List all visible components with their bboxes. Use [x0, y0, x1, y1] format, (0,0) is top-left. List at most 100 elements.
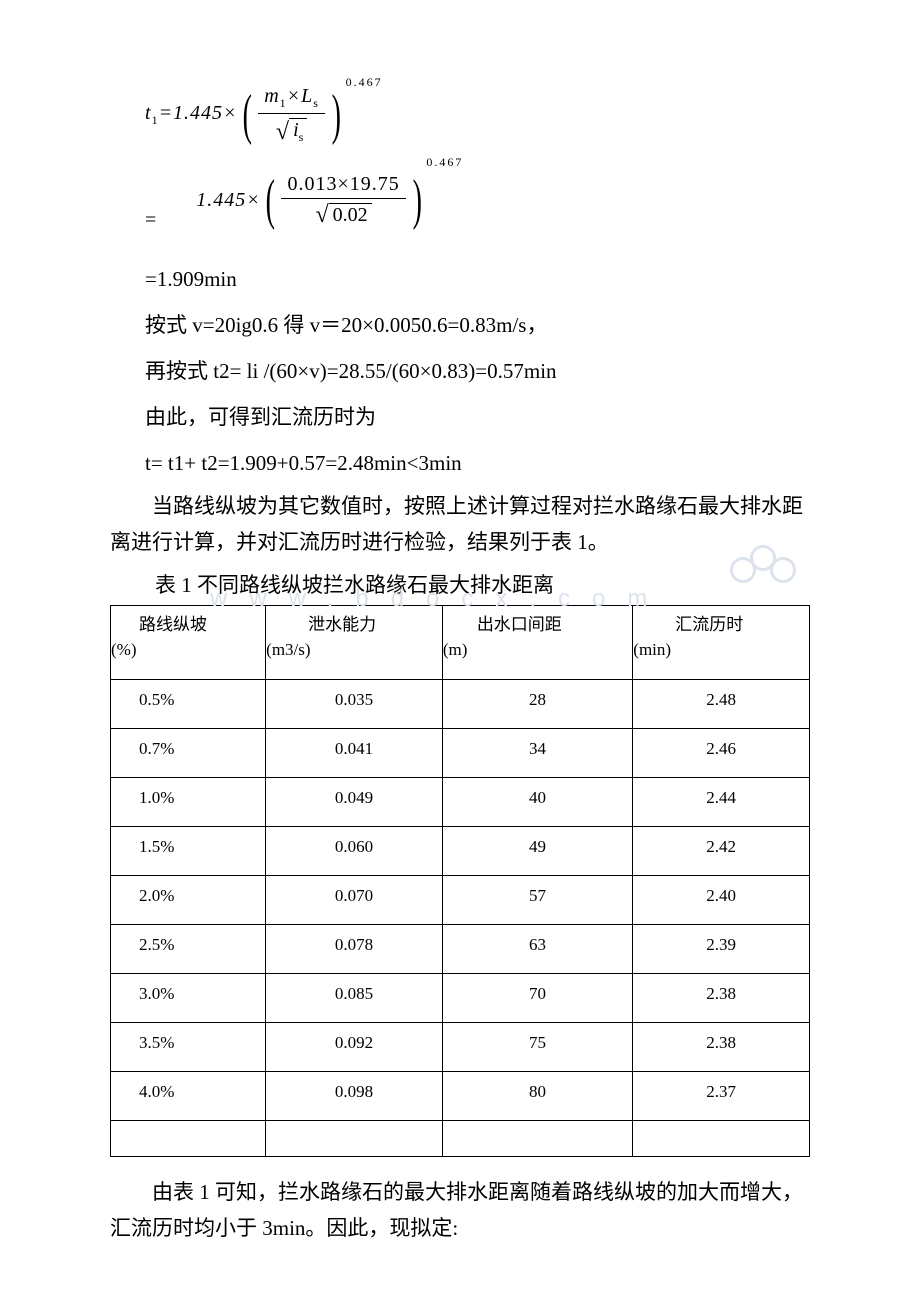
- exponent-2: 0.467: [426, 155, 463, 170]
- table-cell: 2.44: [633, 777, 810, 826]
- calc-line-v: 按式 v=20ig0.6 得 v＝20×0.0050.6=0.83m/s，: [145, 306, 810, 346]
- table-cell: 2.46: [633, 728, 810, 777]
- sqrt-1: √ is: [276, 118, 307, 145]
- frac-den-1: √ is: [270, 114, 313, 145]
- sqrt-2: √ 0.02: [315, 203, 371, 227]
- table-cell: 2.39: [633, 924, 810, 973]
- table-cell: 2.48: [633, 679, 810, 728]
- header-unit: (%): [111, 640, 136, 659]
- table-cell: 2.38: [633, 1022, 810, 1071]
- header-text: 路线纵坡: [129, 615, 207, 634]
- frac-num-2: 0.013×19.75: [281, 173, 405, 199]
- header-unit: (m): [443, 640, 468, 659]
- paren-right-2: ): [412, 172, 421, 228]
- table-cell: 75: [442, 1022, 632, 1071]
- table-cell: 1.0%: [111, 777, 266, 826]
- table-cell: 28: [442, 679, 632, 728]
- sqrt-symbol: √: [276, 120, 289, 144]
- table-cell: 34: [442, 728, 632, 777]
- sub-Ls: s: [313, 96, 319, 110]
- calc-line-conclusion: 由此，可得到汇流历时为: [145, 398, 810, 438]
- var-L: L: [301, 85, 313, 107]
- calc-line-t2: 再按式 t2= li /(60×v)=28.55/(60×0.83)=0.57m…: [145, 352, 810, 392]
- paragraph-2: 由表 1 可知，拦水路缘石的最大排水距离随着路线纵坡的加大而增大，汇流历时均小于…: [110, 1175, 810, 1246]
- table-row: 2.0%0.070572.40: [111, 875, 810, 924]
- eq-sign: =: [145, 209, 156, 232]
- table-row: 3.5%0.092752.38: [111, 1022, 810, 1071]
- data-table: 路线纵坡 (%) 泄水能力 (m3/s) 出水口间距 (m) 汇流历时 (min…: [110, 605, 810, 1157]
- col-header-time: 汇流历时 (min): [633, 605, 810, 679]
- paren-left: (: [242, 87, 251, 143]
- formula-block: t1=1.445× ( m1×Ls √ is ) 0.467 = 1.445× …: [145, 80, 810, 240]
- table-title: 表 1 不同路线纵坡拦水路缘石最大排水距离: [155, 569, 810, 599]
- table-cell: 3.0%: [111, 973, 266, 1022]
- table-cell: 0.070: [266, 875, 443, 924]
- table-cell: 80: [442, 1071, 632, 1120]
- table-cell: 1.5%: [111, 826, 266, 875]
- col-header-slope: 路线纵坡 (%): [111, 605, 266, 679]
- table-cell: 40: [442, 777, 632, 826]
- sub-m1: 1: [280, 96, 287, 110]
- frac-den-2: √ 0.02: [309, 199, 377, 227]
- table-row: 4.0%0.098802.37: [111, 1071, 810, 1120]
- table-cell-empty: [111, 1120, 266, 1156]
- table-row: 2.5%0.078632.39: [111, 924, 810, 973]
- fraction-2: 0.013×19.75 √ 0.02: [281, 173, 405, 227]
- table-cell: 70: [442, 973, 632, 1022]
- sqrt-content-2: 0.02: [329, 203, 372, 227]
- formula-line-1: t1=1.445× ( m1×Ls √ is ) 0.467: [145, 80, 810, 150]
- frac-num-1: m1×Ls: [258, 85, 325, 114]
- sub-1: 1: [152, 113, 159, 127]
- table-cell: 0.078: [266, 924, 443, 973]
- table-cell: 2.42: [633, 826, 810, 875]
- col-header-capacity: 泄水能力 (m3/s): [266, 605, 443, 679]
- table-body: 0.5%0.035282.480.7%0.041342.461.0%0.0494…: [111, 679, 810, 1156]
- table-cell: 0.5%: [111, 679, 266, 728]
- table-row: 1.5%0.060492.42: [111, 826, 810, 875]
- header-unit: (m3/s): [266, 640, 310, 659]
- table-cell: 3.5%: [111, 1022, 266, 1071]
- table-cell-empty: [442, 1120, 632, 1156]
- table-cell: 0.041: [266, 728, 443, 777]
- fraction-1: m1×Ls √ is: [258, 85, 325, 145]
- calc-line-t: t= t1+ t2=1.909+0.57=2.48min<3min: [145, 444, 810, 484]
- table-row: 3.0%0.085702.38: [111, 973, 810, 1022]
- paragraph-1: 当路线纵坡为其它数值时，按照上述计算过程对拦水路缘石最大排水距离进行计算，并对汇…: [110, 489, 810, 560]
- header-unit: (min): [633, 640, 671, 659]
- table-cell: 0.049: [266, 777, 443, 826]
- table-cell: 63: [442, 924, 632, 973]
- paren-right: ): [332, 87, 341, 143]
- table-cell: 2.38: [633, 973, 810, 1022]
- table-cell: 2.0%: [111, 875, 266, 924]
- exponent-1: 0.467: [346, 75, 383, 90]
- formula-t1: t1=1.445×: [145, 102, 238, 128]
- header-text: 泄水能力: [284, 615, 376, 634]
- sqrt-symbol-2: √: [315, 203, 328, 227]
- table-row: 1.0%0.049402.44: [111, 777, 810, 826]
- table-cell: 57: [442, 875, 632, 924]
- table-cell: 2.40: [633, 875, 810, 924]
- table-cell-empty: [266, 1120, 443, 1156]
- header-text: 汇流历时: [651, 615, 743, 634]
- table-row: 0.5%0.035282.48: [111, 679, 810, 728]
- table-cell-empty: [633, 1120, 810, 1156]
- coef-2: 1.445×: [196, 189, 261, 212]
- table-cell: 0.085: [266, 973, 443, 1022]
- table-cell: 2.37: [633, 1071, 810, 1120]
- times-sym: ×: [287, 85, 302, 107]
- table-cell: 49: [442, 826, 632, 875]
- result-line-1: =1.909min: [145, 260, 810, 300]
- header-text: 出水口间距: [461, 615, 562, 634]
- table-row: 0.7%0.041342.46: [111, 728, 810, 777]
- table-cell: 4.0%: [111, 1071, 266, 1120]
- sqrt-content-1: is: [289, 118, 307, 145]
- paren-left-2: (: [265, 172, 274, 228]
- table-cell: 0.035: [266, 679, 443, 728]
- table-cell: 2.5%: [111, 924, 266, 973]
- sub-is: s: [299, 130, 304, 144]
- table-cell: 0.7%: [111, 728, 266, 777]
- eq-coef: =1.445×: [159, 102, 238, 124]
- table-cell: 0.060: [266, 826, 443, 875]
- table-row-empty: [111, 1120, 810, 1156]
- col-header-spacing: 出水口间距 (m): [442, 605, 632, 679]
